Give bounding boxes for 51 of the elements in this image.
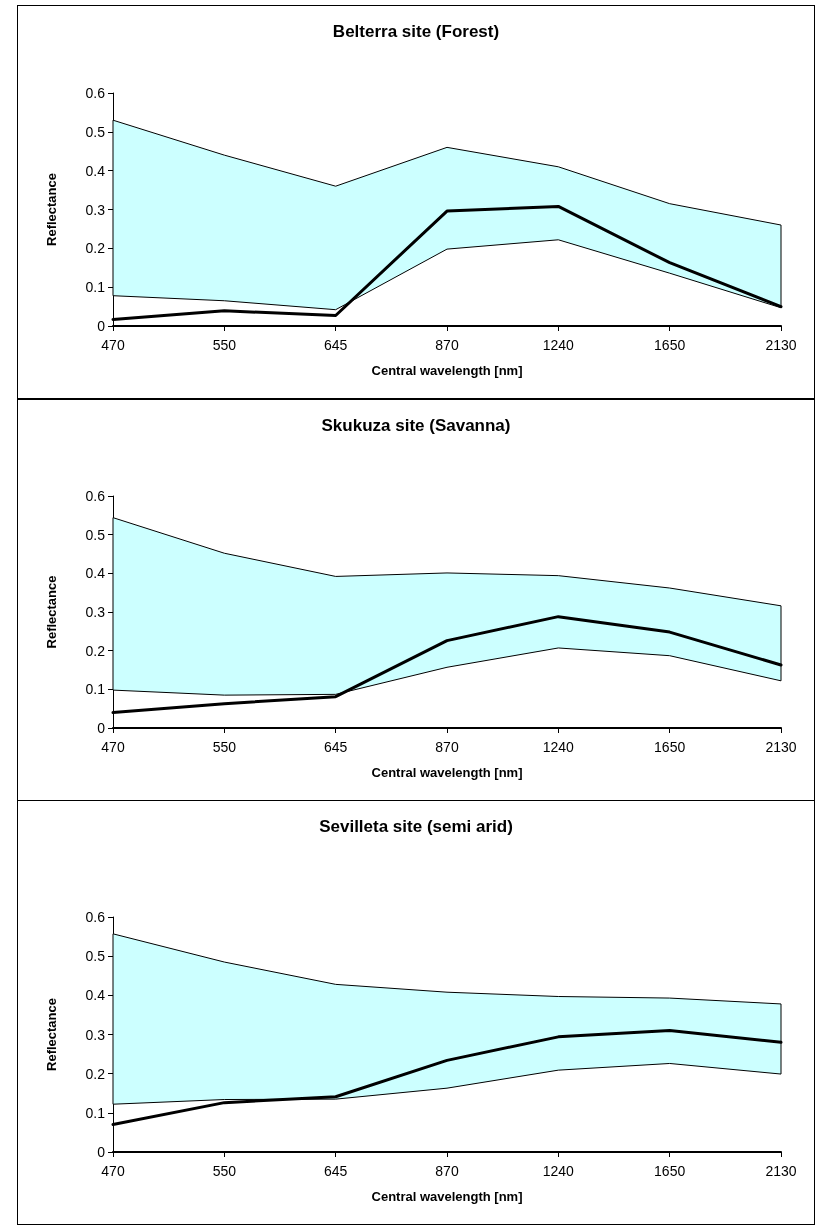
x-tick-label: 645 — [323, 1163, 348, 1179]
y-tick-label: 0.2 — [85, 240, 106, 257]
x-tick-label: 645 — [323, 739, 348, 755]
y-tick-label: 0 — [97, 1144, 106, 1160]
y-tick-label: 0.5 — [85, 526, 106, 543]
y-tick-label: 0.1 — [85, 1104, 106, 1121]
x-tick-label: 1650 — [654, 739, 686, 755]
y-tick-label: 0.4 — [85, 565, 106, 582]
y-tick-label: 0.5 — [85, 948, 106, 965]
x-axis-title: Central wavelength [nm] — [371, 1189, 523, 1204]
y-tick-label: 0 — [97, 318, 106, 334]
x-tick-label: 870 — [435, 1163, 459, 1179]
y-tick-label: 0.4 — [85, 987, 106, 1004]
y-tick-label: 0.2 — [85, 1065, 106, 1082]
y-tick-label: 0 — [97, 720, 106, 736]
x-axis-title: Central wavelength [nm] — [371, 765, 523, 780]
x-tick-label: 550 — [212, 739, 237, 755]
y-tick-label: 0.6 — [85, 85, 106, 101]
y-axis-title: Reflectance — [44, 575, 59, 649]
x-tick-label: 870 — [435, 739, 459, 755]
x-tick-label: 470 — [101, 337, 125, 353]
y-tick-label: 0.4 — [85, 162, 106, 179]
y-tick-label: 0.6 — [85, 909, 106, 925]
x-tick-label: 470 — [101, 1163, 125, 1179]
y-tick-label: 0.6 — [85, 488, 106, 504]
y-tick-label: 0.2 — [85, 642, 106, 659]
x-tick-label: 550 — [212, 337, 237, 353]
y-axis-title: Reflectance — [44, 998, 59, 1071]
x-tick-label: 2130 — [765, 739, 797, 755]
x-tick-label: 645 — [323, 337, 348, 353]
x-axis-title: Central wavelength [nm] — [371, 363, 523, 378]
y-tick-label: 0.5 — [85, 123, 106, 140]
x-tick-label: 1240 — [542, 337, 575, 353]
y-tick-label: 0.1 — [85, 681, 106, 698]
x-tick-label: 1650 — [654, 1163, 686, 1179]
x-tick-label: 1650 — [654, 337, 686, 353]
y-tick-label: 0.3 — [85, 604, 106, 620]
x-tick-label: 2130 — [765, 1163, 797, 1179]
chart-title: Sevilleta site (semi arid) — [319, 817, 513, 836]
chart-title: Skukuza site (Savanna) — [321, 416, 511, 435]
y-tick-label: 0.1 — [85, 279, 106, 296]
y-axis-title: Reflectance — [44, 173, 59, 246]
x-tick-label: 1240 — [542, 1163, 575, 1179]
x-tick-label: 470 — [101, 739, 125, 755]
chart-title: Belterra site (Forest) — [332, 22, 500, 41]
y-tick-label: 0.3 — [85, 1026, 106, 1043]
x-tick-label: 550 — [212, 1163, 237, 1179]
x-tick-label: 870 — [435, 337, 459, 353]
y-tick-label: 0.3 — [85, 201, 106, 218]
x-tick-label: 1240 — [542, 739, 575, 755]
x-tick-label: 2130 — [765, 337, 797, 353]
